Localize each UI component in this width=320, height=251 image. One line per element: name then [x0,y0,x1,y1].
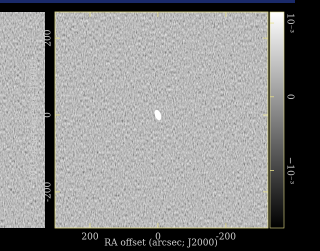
image-panel [55,12,268,228]
top-strip [0,0,295,3]
y-tick-label: 0 [44,112,54,118]
x-axis-label: RA offset (arcsec; J2000) [104,238,218,249]
x-tick-label: 0 [155,233,161,243]
colorbar-tick-label: −10⁻³ [285,157,295,185]
y-axis-label: DEC offset (arcsec; J2000) [29,60,40,181]
x-tick-label: 200 [81,233,98,243]
y-tick-label: -200 [44,181,54,201]
x-tick-label: -200 [216,233,236,243]
chart: RA offset (arcsec; J2000) DEC offset (ar… [0,0,295,251]
colorbar [270,12,284,228]
colorbar-tick-label: 10⁻³ [285,13,295,33]
y-tick-label: 200 [44,29,54,46]
colorbar-tick-label: 0 [285,94,295,100]
